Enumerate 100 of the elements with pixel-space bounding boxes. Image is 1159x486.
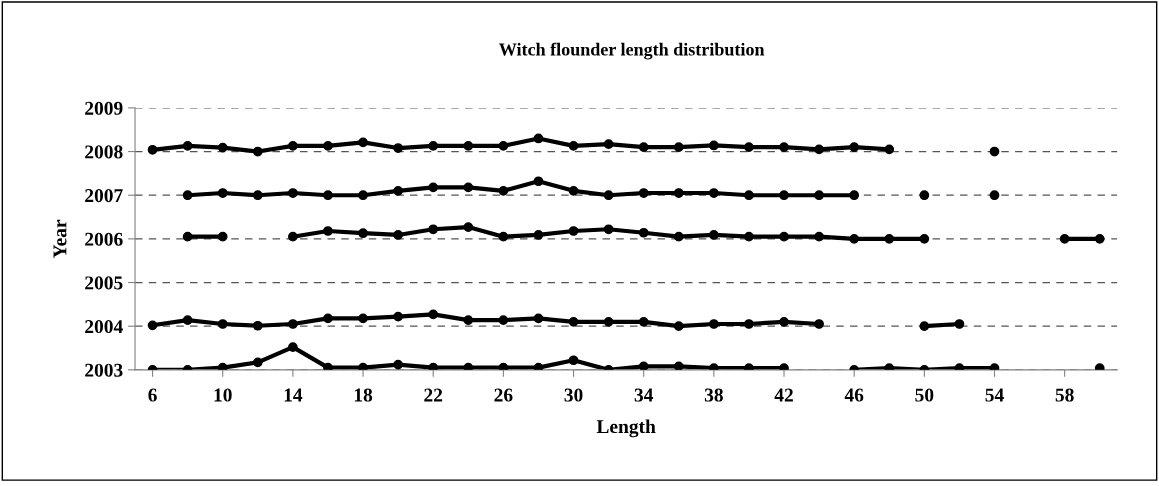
point xyxy=(288,342,298,353)
point xyxy=(498,231,509,242)
y-axis-title: Year xyxy=(53,219,67,258)
point xyxy=(1094,234,1105,244)
point xyxy=(814,190,824,201)
x-tick-label: 18 xyxy=(354,388,373,402)
point xyxy=(603,190,614,201)
point xyxy=(288,231,298,242)
point xyxy=(393,143,403,153)
x-tick-label: 50 xyxy=(915,388,934,402)
point xyxy=(849,142,860,153)
point xyxy=(1059,234,1070,244)
point xyxy=(849,190,860,201)
x-tick-label: 58 xyxy=(1055,388,1074,402)
point xyxy=(498,185,509,196)
point xyxy=(498,141,509,151)
point xyxy=(673,361,684,370)
point xyxy=(428,182,439,193)
x-axis-title: Length xyxy=(596,419,656,438)
x-tick-label: 6 xyxy=(148,388,157,402)
point xyxy=(779,363,789,370)
point xyxy=(744,231,754,242)
point xyxy=(989,146,1000,157)
point xyxy=(182,190,193,201)
point xyxy=(393,311,403,322)
point xyxy=(744,363,754,370)
point xyxy=(428,309,439,320)
point xyxy=(954,319,965,329)
point xyxy=(182,231,193,242)
point xyxy=(323,190,333,201)
point xyxy=(919,234,930,244)
point xyxy=(533,313,544,324)
point xyxy=(463,141,474,151)
point xyxy=(533,362,544,370)
point xyxy=(358,362,368,370)
x-tick-label: 54 xyxy=(985,388,1004,402)
point xyxy=(498,315,509,325)
point xyxy=(638,227,649,238)
point xyxy=(568,355,579,366)
x-tick-label: 46 xyxy=(844,388,864,402)
point xyxy=(217,319,228,329)
point xyxy=(182,141,193,151)
point xyxy=(638,361,649,370)
point xyxy=(358,137,368,148)
point xyxy=(217,231,228,242)
point xyxy=(182,315,193,325)
point xyxy=(989,190,1000,201)
y-tick-label: 2009 xyxy=(85,101,123,115)
point xyxy=(638,316,649,327)
x-tick-label: 14 xyxy=(284,388,303,402)
point xyxy=(568,185,579,196)
y-tick-label: 2003 xyxy=(85,363,123,377)
point xyxy=(603,139,614,149)
point xyxy=(603,224,614,235)
point xyxy=(814,144,824,155)
point xyxy=(288,319,298,329)
point xyxy=(744,142,754,153)
point xyxy=(252,146,263,157)
point xyxy=(358,313,368,324)
point xyxy=(252,320,263,331)
point xyxy=(638,142,649,153)
x-tick-label: 30 xyxy=(564,388,583,402)
chart-title: Witch flounder length distribution xyxy=(499,42,765,60)
point xyxy=(708,188,719,198)
point xyxy=(323,141,333,151)
y-tick-label: 2004 xyxy=(85,320,123,334)
point xyxy=(533,230,544,240)
point xyxy=(288,188,298,198)
point xyxy=(779,231,789,242)
point xyxy=(673,231,684,242)
point xyxy=(884,144,895,155)
point xyxy=(919,321,930,332)
point xyxy=(533,176,544,187)
point xyxy=(779,316,789,327)
point xyxy=(463,362,474,370)
point xyxy=(498,362,509,370)
point xyxy=(252,190,263,201)
point xyxy=(217,142,228,153)
x-tick-label: 26 xyxy=(494,388,513,402)
point xyxy=(393,185,403,196)
point xyxy=(744,190,754,201)
point xyxy=(147,320,158,331)
point xyxy=(463,182,474,193)
x-tick-label: 42 xyxy=(774,388,793,402)
point xyxy=(393,230,403,240)
point xyxy=(779,142,789,153)
point xyxy=(603,316,614,327)
y-tick-label: 2005 xyxy=(85,276,123,290)
point xyxy=(252,357,263,368)
x-tick-label: 34 xyxy=(634,388,654,402)
point xyxy=(358,228,368,239)
point xyxy=(323,226,333,236)
x-tick-label: 38 xyxy=(704,388,723,402)
point xyxy=(744,319,754,329)
point xyxy=(814,319,824,329)
y-tick-label: 2007 xyxy=(85,189,123,203)
point xyxy=(673,188,684,198)
point xyxy=(568,226,579,236)
point xyxy=(463,222,474,232)
point xyxy=(884,234,895,244)
